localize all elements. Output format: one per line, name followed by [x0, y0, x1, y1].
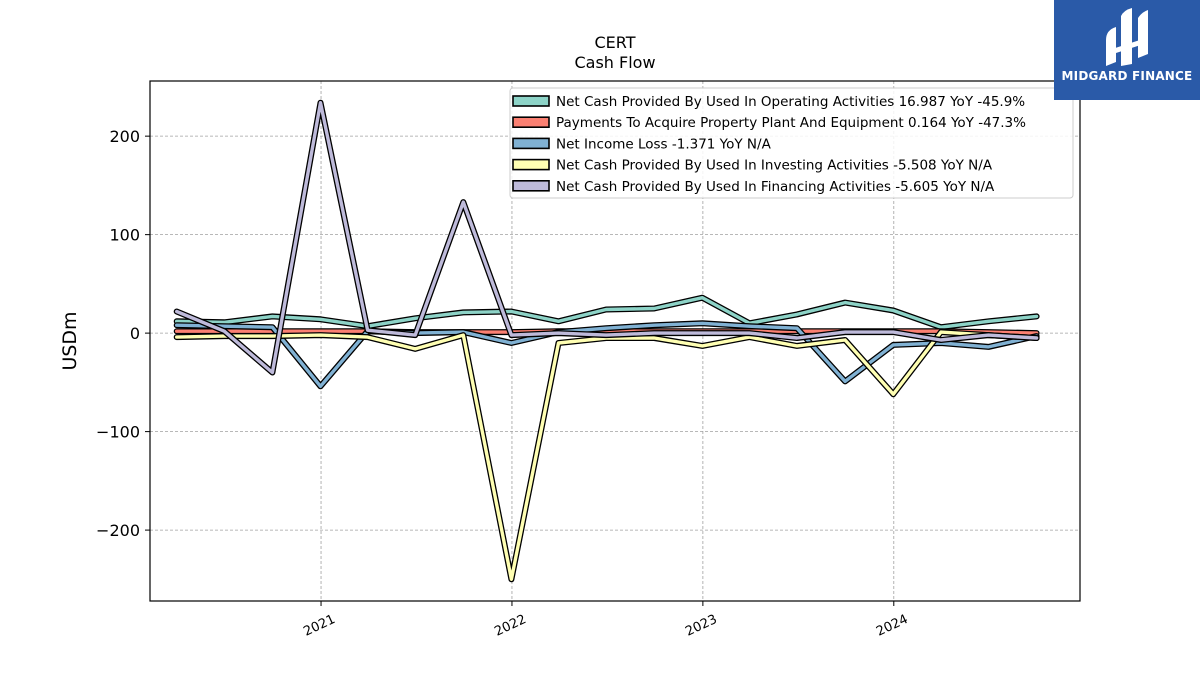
- chart-title: CERT: [594, 33, 635, 52]
- midgard-logo-icon: [1106, 8, 1148, 66]
- plot-frame: [149, 80, 1081, 602]
- legend-swatch: [512, 158, 550, 171]
- chart-subtitle: Cash Flow: [574, 53, 655, 72]
- x-tick-label: 2021: [301, 612, 337, 640]
- y-tick-label: 100: [109, 226, 140, 245]
- y-axis-label: USDm: [59, 311, 81, 370]
- legend-label: Net Income Loss -1.371 YoY N/A: [556, 136, 772, 152]
- legend-label: Net Cash Provided By Used In Financing A…: [556, 179, 995, 195]
- axis-ticks: 200 100 0 −100 −200 2021 2022 2023 2024: [96, 127, 910, 639]
- legend-label: Payments To Acquire Property Plant And E…: [556, 115, 1026, 131]
- legend-label: Net Cash Provided By Used In Investing A…: [556, 158, 993, 174]
- series-outline: [173, 294, 1040, 331]
- legend-swatch: [512, 137, 550, 150]
- legend-swatch: [512, 116, 550, 128]
- legend: Net Cash Provided By Used In Operating A…: [509, 87, 1074, 199]
- series-lines: [173, 99, 1040, 583]
- y-tick-label: 0: [130, 324, 140, 343]
- series-line: [174, 100, 1039, 375]
- legend-label: Net Cash Provided By Used In Operating A…: [556, 94, 1025, 110]
- legend-box: [509, 87, 1074, 199]
- midgard-finance-logo: MIDGARD FINANCE: [1054, 0, 1200, 100]
- x-tick-label: 2024: [874, 612, 910, 640]
- x-tick-label: 2022: [492, 612, 528, 640]
- y-tick-label: −200: [96, 521, 140, 540]
- logo-text: MIDGARD FINANCE: [1061, 69, 1193, 83]
- y-tick-label: −100: [96, 423, 140, 442]
- legend-swatch: [512, 95, 550, 107]
- x-tick-label: 2023: [683, 612, 719, 640]
- series-line: [174, 321, 1039, 388]
- y-tick-label: 200: [109, 127, 140, 146]
- legend-swatch: [512, 180, 550, 192]
- series-line: [174, 296, 1039, 329]
